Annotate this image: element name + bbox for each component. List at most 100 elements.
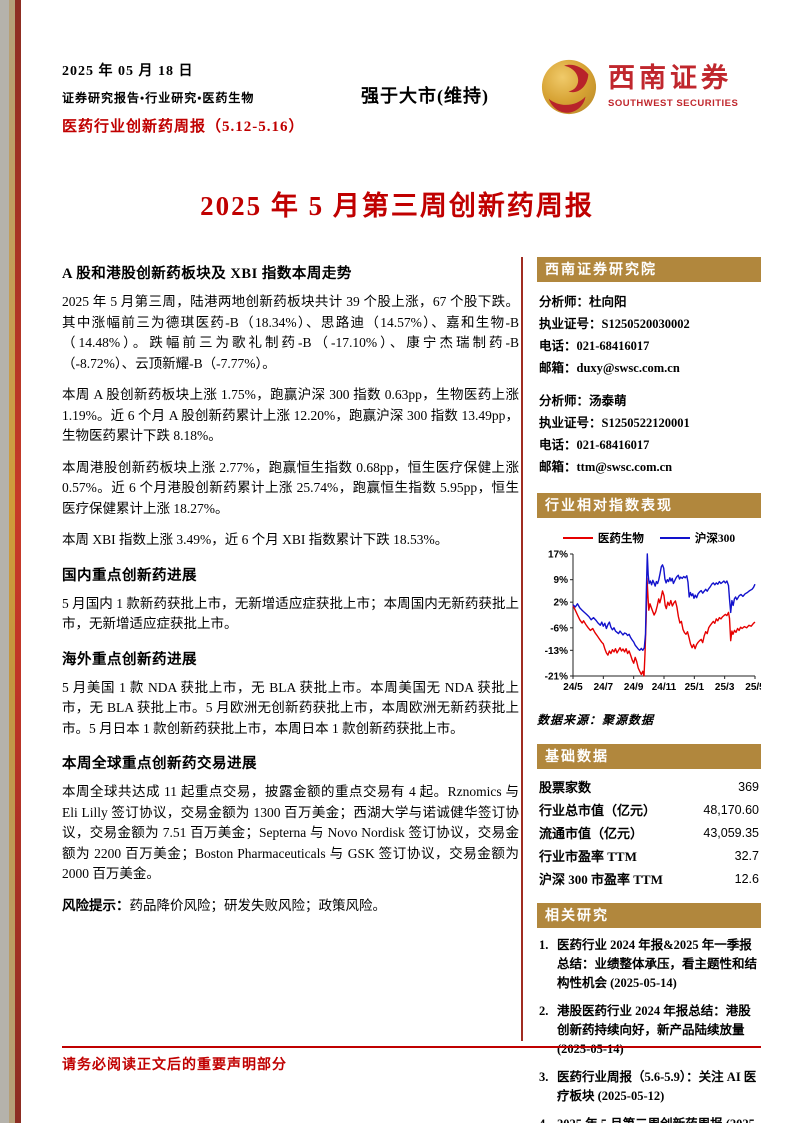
analyst-email: 邮箱：duxy@swsc.com.cn bbox=[539, 361, 680, 375]
header-meta-block: 2025 年 05 月 18 日 证券研究报告•行业研究•医药生物 医药行业创新… bbox=[62, 60, 342, 136]
main-column: A 股和港股创新药板块及 XBI 指数本周走势 2025 年 5 月第三周，陆港… bbox=[62, 262, 519, 927]
brand-name-cn: 西南证券 bbox=[608, 63, 732, 93]
analysts-block: 分析师：杜向阳 执业证号：S1250520030002 电话：021-68416… bbox=[537, 282, 761, 493]
table-row: 沪深 300 市盈率 TTM 12.6 bbox=[539, 868, 759, 891]
related-item-text: 港股医药行业 2024 年报总结：港股创新药持续向好，新产品陆续放量 (2025… bbox=[557, 1004, 751, 1056]
report-date: 2025 年 05 月 18 日 bbox=[62, 64, 194, 79]
related-item-number: 2. bbox=[539, 1004, 549, 1018]
legend-label-pharma: 医药生物 bbox=[597, 533, 644, 545]
section-heading-deals: 本周全球重点创新药交易进展 bbox=[62, 756, 257, 772]
left-edge-red-strip bbox=[15, 0, 21, 1123]
section-heading-domestic: 国内重点创新药进展 bbox=[62, 567, 197, 584]
related-item-text: 医药行业 2024 年报&2025 年一季报总结：业绩整体承压，看主题性和结构性… bbox=[557, 938, 758, 990]
list-item: 4. 2025 年 5 月第二周创新药周报 (2025-05-11) bbox=[539, 1115, 761, 1123]
risk-warning-label: 风险提示： bbox=[62, 897, 130, 913]
related-item-text: 2025 年 5 月第二周创新药周报 (2025-05-11) bbox=[557, 1115, 761, 1123]
relative-index-chart: 医药生物 沪深300 17% 9% 2% -6% -13% -21% 24/5 24/7 24/… bbox=[537, 518, 766, 744]
table-row: 股票家数 369 bbox=[539, 776, 759, 799]
column-divider bbox=[521, 257, 523, 1041]
company-logo: 西南证券 SOUTHWEST SECURITIES bbox=[540, 58, 762, 116]
legend-label-csi300: 沪深300 bbox=[694, 533, 736, 545]
analyst-name: 分析师：汤泰萌 bbox=[539, 394, 627, 408]
report-category: 证券研究报告•行业研究•医药生物 bbox=[62, 91, 255, 105]
related-item-number: 4. bbox=[539, 1115, 557, 1123]
paragraph-deals: 本周全球共达成 11 起重点交易，披露金额的重点交易有 4 起。Rznomics… bbox=[62, 784, 519, 881]
analyst-phone: 电话：021-68416017 bbox=[539, 339, 650, 353]
analyst-name: 分析师：杜向阳 bbox=[539, 295, 627, 309]
related-item-number: 3. bbox=[539, 1070, 549, 1084]
list-item: 2. 港股医药行业 2024 年报总结：港股创新药持续向好，新产品陆续放量 (2… bbox=[539, 1002, 761, 1059]
related-item-date: (2025-05-12) bbox=[597, 1089, 665, 1103]
svg-text:-13%: -13% bbox=[545, 646, 568, 657]
sidebar: 西南证券研究院 分析师：杜向阳 执业证号：S1250520030002 电话：0… bbox=[537, 257, 766, 1123]
basic-data-value: 32.7 bbox=[734, 849, 759, 863]
risk-warning-text: 药品降价风险；研发失败风险；政策风险。 bbox=[129, 897, 387, 913]
analyst-cert-no: 执业证号：S1250522120001 bbox=[539, 416, 690, 430]
related-item-date: (2025-05-11) bbox=[557, 1117, 759, 1123]
svg-text:2%: 2% bbox=[554, 598, 569, 609]
legend-line-red bbox=[562, 537, 593, 539]
sidebar-header-basic-data: 基础数据 bbox=[537, 744, 761, 769]
list-item: 1. 医药行业 2024 年报&2025 年一季报总结：业绩整体承压，看主题性和… bbox=[539, 936, 761, 993]
sidebar-header-index-chart: 行业相对指数表现 bbox=[537, 493, 761, 518]
related-item-number: 1. bbox=[539, 938, 549, 952]
investment-rating: 强于大市(维持) bbox=[361, 86, 489, 106]
sidebar-header-institute: 西南证券研究院 bbox=[537, 257, 761, 282]
paragraph-domestic: 5 月国内 1 款新药获批上市，无新增适应症获批上市；本周国内无新药获批上市，无… bbox=[62, 595, 519, 632]
svg-text:24/9: 24/9 bbox=[624, 682, 644, 693]
table-row: 行业总市值（亿元） 48,170.60 bbox=[539, 799, 759, 822]
analyst-phone: 电话：021-68416017 bbox=[539, 438, 650, 452]
section-heading-overseas: 海外重点创新药进展 bbox=[62, 651, 197, 668]
chart-data-source: 数据来源：聚源数据 bbox=[537, 713, 655, 727]
chart-legend: 医药生物 沪深300 bbox=[537, 530, 761, 546]
basic-data-value: 43,059.35 bbox=[703, 826, 759, 840]
basic-data-label: 沪深 300 市盈率 TTM bbox=[539, 872, 663, 887]
page-title: 2025 年 5 月第三周创新药周报 bbox=[200, 191, 594, 221]
svg-text:24/5: 24/5 bbox=[563, 682, 583, 693]
legend-item-csi300: 沪深300 bbox=[659, 530, 736, 546]
paragraph-market-1: 2025 年 5 月第三周，陆港两地创新药板块共计 39 个股上涨，67 个股下… bbox=[62, 294, 519, 371]
analyst-cert-no: 执业证号：S1250520030002 bbox=[539, 317, 690, 331]
svg-text:-21%: -21% bbox=[545, 672, 568, 683]
left-edge-gold-strip bbox=[9, 0, 15, 1123]
related-item-text: 医药行业周报（5.6-5.9）：关注 AI 医疗板块 (2025-05-12) bbox=[557, 1070, 757, 1103]
southwest-securities-logo-icon bbox=[541, 59, 597, 115]
report-series-title: 医药行业创新药周报（5.12-5.16） bbox=[62, 119, 305, 135]
footer-disclaimer: 请务必阅读正文后的重要声明部分 bbox=[62, 1058, 287, 1073]
svg-text:25/1: 25/1 bbox=[685, 682, 705, 693]
basic-data-table: 股票家数 369 行业总市值（亿元） 48,170.60 流通市值（亿元） 43… bbox=[537, 769, 761, 903]
paragraph-market-2: 本周 A 股创新药板块上涨 1.75%，跑赢沪深 300 指数 0.63pp，生… bbox=[62, 387, 519, 443]
brand-name-en: SOUTHWEST SECURITIES bbox=[608, 97, 739, 109]
sidebar-header-related-research: 相关研究 bbox=[537, 903, 761, 928]
svg-text:-6%: -6% bbox=[550, 623, 568, 634]
left-edge-gray-strip bbox=[0, 0, 9, 1123]
paragraph-overseas: 5 月美国 1 款 NDA 获批上市，无 BLA 获批上市。本周美国无 NDA … bbox=[62, 679, 519, 736]
related-research-list: 1. 医药行业 2024 年报&2025 年一季报总结：业绩整体承压，看主题性和… bbox=[537, 928, 761, 1123]
svg-text:17%: 17% bbox=[548, 550, 568, 561]
footer-divider-line bbox=[62, 1046, 761, 1048]
paragraph-market-4: 本周 XBI 指数上涨 3.49%，近 6 个月 XBI 指数累计下跌 18.5… bbox=[62, 532, 449, 547]
risk-warning: 风险提示：药品降价风险；研发失败风险；政策风险。 bbox=[62, 896, 519, 917]
table-row: 流通市值（亿元） 43,059.35 bbox=[539, 822, 759, 845]
basic-data-label: 行业市盈率 TTM bbox=[539, 849, 637, 864]
basic-data-value: 48,170.60 bbox=[703, 803, 759, 817]
line-chart-canvas: 17% 9% 2% -6% -13% -21%24/5 24/7 24/9 24/11 25/1 2… bbox=[545, 550, 766, 694]
table-row: 行业市盈率 TTM 32.7 bbox=[539, 845, 759, 868]
basic-data-value: 12.6 bbox=[734, 872, 759, 886]
basic-data-value: 369 bbox=[738, 780, 759, 794]
analyst-2: 分析师：汤泰萌 执业证号：S1250522120001 电话：021-68416… bbox=[539, 390, 759, 478]
analyst-email: 邮箱：ttm@swsc.com.cn bbox=[539, 460, 673, 474]
svg-text:25/5: 25/5 bbox=[745, 682, 761, 693]
basic-data-label: 股票家数 bbox=[539, 780, 592, 795]
list-item: 3. 医药行业周报（5.6-5.9）：关注 AI 医疗板块 (2025-05-1… bbox=[539, 1068, 761, 1106]
analyst-1: 分析师：杜向阳 执业证号：S1250520030002 电话：021-68416… bbox=[539, 291, 759, 379]
logo-text-block: 西南证券 SOUTHWEST SECURITIES bbox=[608, 58, 739, 109]
related-item-date: (2025-05-14) bbox=[610, 976, 677, 990]
basic-data-label: 行业总市值（亿元） bbox=[539, 803, 657, 818]
svg-text:25/3: 25/3 bbox=[715, 682, 735, 693]
basic-data-label: 流通市值（亿元） bbox=[539, 826, 644, 841]
svg-text:9%: 9% bbox=[554, 575, 569, 586]
legend-item-pharma: 医药生物 bbox=[562, 530, 644, 546]
paragraph-market-3: 本周港股创新药板块上涨 2.77%，跑赢恒生指数 0.68pp，恒生医疗保健上涨… bbox=[62, 459, 519, 516]
